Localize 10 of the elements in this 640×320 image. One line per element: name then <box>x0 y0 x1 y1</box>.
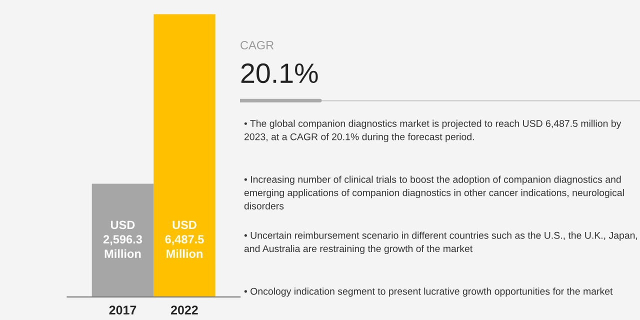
x-tick-label: 2022 <box>170 306 198 314</box>
text: • Uncertain reimbursement scenario in different countries such as the U.S., the U.K., Japan, and Australia are restraining the growth of the market <box>244 232 638 254</box>
text: • The global companion diagnostics market is projected to reach USD 6,487.5 million by 2023, at a CAGR of 20.1% during the forecast period. <box>244 120 622 142</box>
text: • Increasing number of clinical trials to boost the adoption of companion diagnostics and emerging applications of companion diagnostics in other cancer indications, neurological disorders <box>244 176 624 210</box>
data-label: USD 6,487.5 Million <box>165 220 204 258</box>
text: • Oncology indication segment to present lucrative growth opportunities for the market <box>244 288 613 297</box>
text: CAGR <box>240 41 274 50</box>
data-label: USD 2,596.3 Million <box>103 220 142 258</box>
text: 20.1% <box>241 63 318 84</box>
x-tick-label: 2017 <box>109 306 136 314</box>
